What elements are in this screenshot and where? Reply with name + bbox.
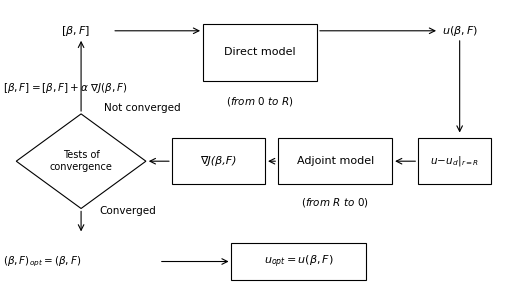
- Text: Direct model: Direct model: [224, 47, 296, 57]
- Bar: [418, 138, 491, 184]
- Bar: [203, 24, 317, 81]
- Polygon shape: [16, 114, 146, 209]
- Text: $u(\beta,F)$: $u(\beta,F)$: [441, 24, 478, 38]
- Bar: [231, 243, 366, 280]
- Text: $[\beta,F]$: $[\beta,F]$: [61, 24, 90, 38]
- Bar: [278, 138, 392, 184]
- Text: $(from\ 0\ to\ R)$: $(from\ 0\ to\ R)$: [226, 94, 294, 107]
- Text: Tests of
convergence: Tests of convergence: [49, 150, 112, 172]
- Text: $u_{opt} = u(\beta,F)$: $u_{opt} = u(\beta,F)$: [264, 253, 334, 270]
- Text: ∇J(β,F): ∇J(β,F): [200, 156, 237, 166]
- Text: $u\!-\!u_d|_{r=R}$: $u\!-\!u_d|_{r=R}$: [430, 154, 479, 168]
- Text: $(from\ R\ to\ 0)$: $(from\ R\ to\ 0)$: [301, 196, 369, 209]
- Text: Not converged: Not converged: [105, 103, 181, 113]
- Text: $[\beta,F]=[\beta,F]+\alpha\ \nabla J(\beta,F)$: $[\beta,F]=[\beta,F]+\alpha\ \nabla J(\b…: [3, 81, 128, 95]
- Text: Converged: Converged: [99, 206, 156, 216]
- Text: Adjoint model: Adjoint model: [296, 156, 374, 166]
- Text: $(\beta,F)_{opt} = (\beta,F)$: $(\beta,F)_{opt} = (\beta,F)$: [3, 254, 82, 269]
- Bar: [172, 138, 265, 184]
